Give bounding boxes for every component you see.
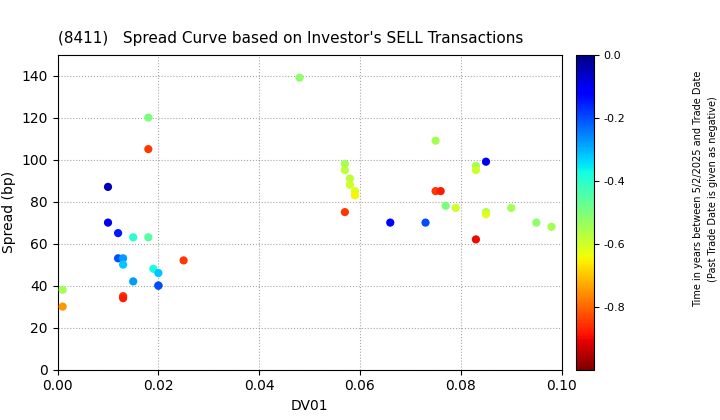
Point (435, 188, 446, 194)
Point (480, 209, 492, 215)
Point (339, 209, 351, 215)
Point (339, 167, 351, 173)
Point (470, 236, 482, 243)
Point (344, 175, 356, 182)
Text: (Past Trade Date is given as negative): (Past Trade Date is given as negative) (708, 96, 718, 282)
Point (153, 282, 164, 289)
Text: (8411)   Spread Curve based on Investor's SELL Transactions: (8411) Spread Curve based on Investor's … (58, 32, 523, 47)
Point (450, 205, 462, 211)
Point (480, 211, 492, 218)
Point (117, 261, 129, 268)
Point (102, 184, 114, 190)
Point (430, 188, 441, 194)
Point (117, 293, 129, 299)
Point (57, 303, 68, 310)
Point (153, 270, 164, 276)
Point (102, 219, 114, 226)
Point (430, 137, 441, 144)
Point (143, 114, 154, 121)
Point (153, 282, 164, 289)
Point (339, 160, 351, 167)
Text: Time in years between 5/2/2025 and Trade Date: Time in years between 5/2/2025 and Trade… (693, 71, 703, 307)
Point (143, 234, 154, 241)
Y-axis label: Spread (bp): Spread (bp) (2, 171, 16, 253)
Point (344, 181, 356, 188)
Point (480, 158, 492, 165)
Point (384, 219, 396, 226)
Point (420, 219, 431, 226)
Point (143, 146, 154, 152)
Point (440, 202, 451, 209)
Point (112, 255, 124, 262)
Point (148, 265, 159, 272)
Point (127, 278, 139, 285)
Point (505, 205, 517, 211)
Point (178, 257, 189, 264)
Point (531, 219, 542, 226)
Point (117, 295, 129, 302)
Point (127, 234, 139, 241)
Point (349, 192, 361, 199)
Point (117, 255, 129, 262)
Point (294, 74, 305, 81)
Point (349, 188, 361, 194)
X-axis label: DV01: DV01 (291, 399, 328, 413)
Point (57, 286, 68, 293)
Point (470, 163, 482, 169)
Point (546, 223, 557, 230)
Point (470, 167, 482, 173)
Point (112, 230, 124, 236)
